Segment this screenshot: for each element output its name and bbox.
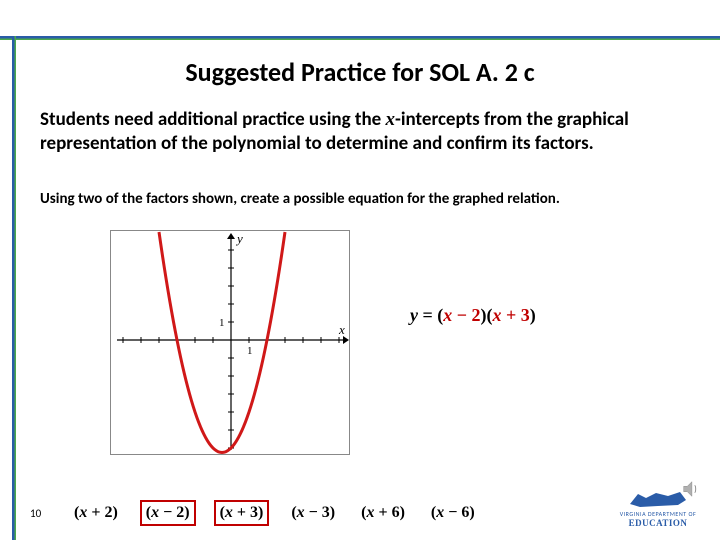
eq-f2-rest: + 3 [502, 305, 530, 325]
factor-paren: ) [258, 504, 263, 521]
factor-options: (x + 2) (x − 2) (x + 3) (x − 3) (x + 6) (x − … [70, 500, 479, 526]
factor-option: (x − 6) [427, 502, 479, 524]
factor-paren: ) [469, 504, 474, 521]
desc-x-var: x [386, 109, 396, 130]
factor-option: (x − 3) [287, 502, 339, 524]
logo-line2: EDUCATION [618, 518, 698, 528]
page-number: 10 [30, 507, 41, 520]
prompt-text: Using two of the factors shown, create a… [40, 190, 690, 208]
factor-option: (x + 6) [357, 502, 409, 524]
logo-line1: VIRGINIA DEPARTMENT OF [618, 510, 698, 518]
factor-paren: ) [112, 504, 117, 521]
eq-f1-rest: − 2 [452, 305, 480, 325]
svg-text:x: x [338, 322, 345, 337]
factor-x: x [151, 504, 159, 521]
factor-const: − 2 [159, 504, 184, 521]
slide-top-border [0, 36, 720, 40]
svg-text:1: 1 [219, 317, 225, 329]
factor-paren: ) [184, 504, 189, 521]
factor-const: + 6 [374, 504, 399, 521]
eq-y: y [410, 305, 418, 325]
factor-const: − 3 [305, 504, 330, 521]
eq-equals: = [418, 305, 437, 325]
factor-const: + 2 [87, 504, 112, 521]
slide-title: Suggested Practice for SOL A. 2 c [0, 56, 720, 88]
vdoe-logo: VIRGINIA DEPARTMENT OF EDUCATION [618, 490, 698, 530]
eq-f2-x: x [493, 305, 502, 325]
parabola-graph: 1 1 x y [110, 230, 350, 455]
factor-x: x [225, 504, 233, 521]
factor-option: (x + 3) [214, 500, 270, 526]
virginia-shape-icon [628, 490, 688, 508]
factor-option: (x − 2) [140, 500, 196, 526]
factor-paren: ) [400, 504, 405, 521]
answer-equation: y = (x − 2)(x + 3) [410, 305, 536, 326]
factor-option: (x + 2) [70, 502, 122, 524]
eq-close2: ) [530, 305, 536, 325]
svg-text:y: y [235, 231, 243, 246]
description-text: Students need additional practice using … [40, 108, 680, 156]
eq-f1-x: x [443, 305, 452, 325]
svg-text:1: 1 [247, 345, 253, 357]
factor-const: − 6 [444, 504, 469, 521]
factor-paren: ) [330, 504, 335, 521]
desc-pre: Students need additional practice using … [40, 108, 386, 131]
slide-left-border [12, 36, 16, 540]
factor-x: x [297, 504, 305, 521]
factor-const: + 3 [233, 504, 258, 521]
